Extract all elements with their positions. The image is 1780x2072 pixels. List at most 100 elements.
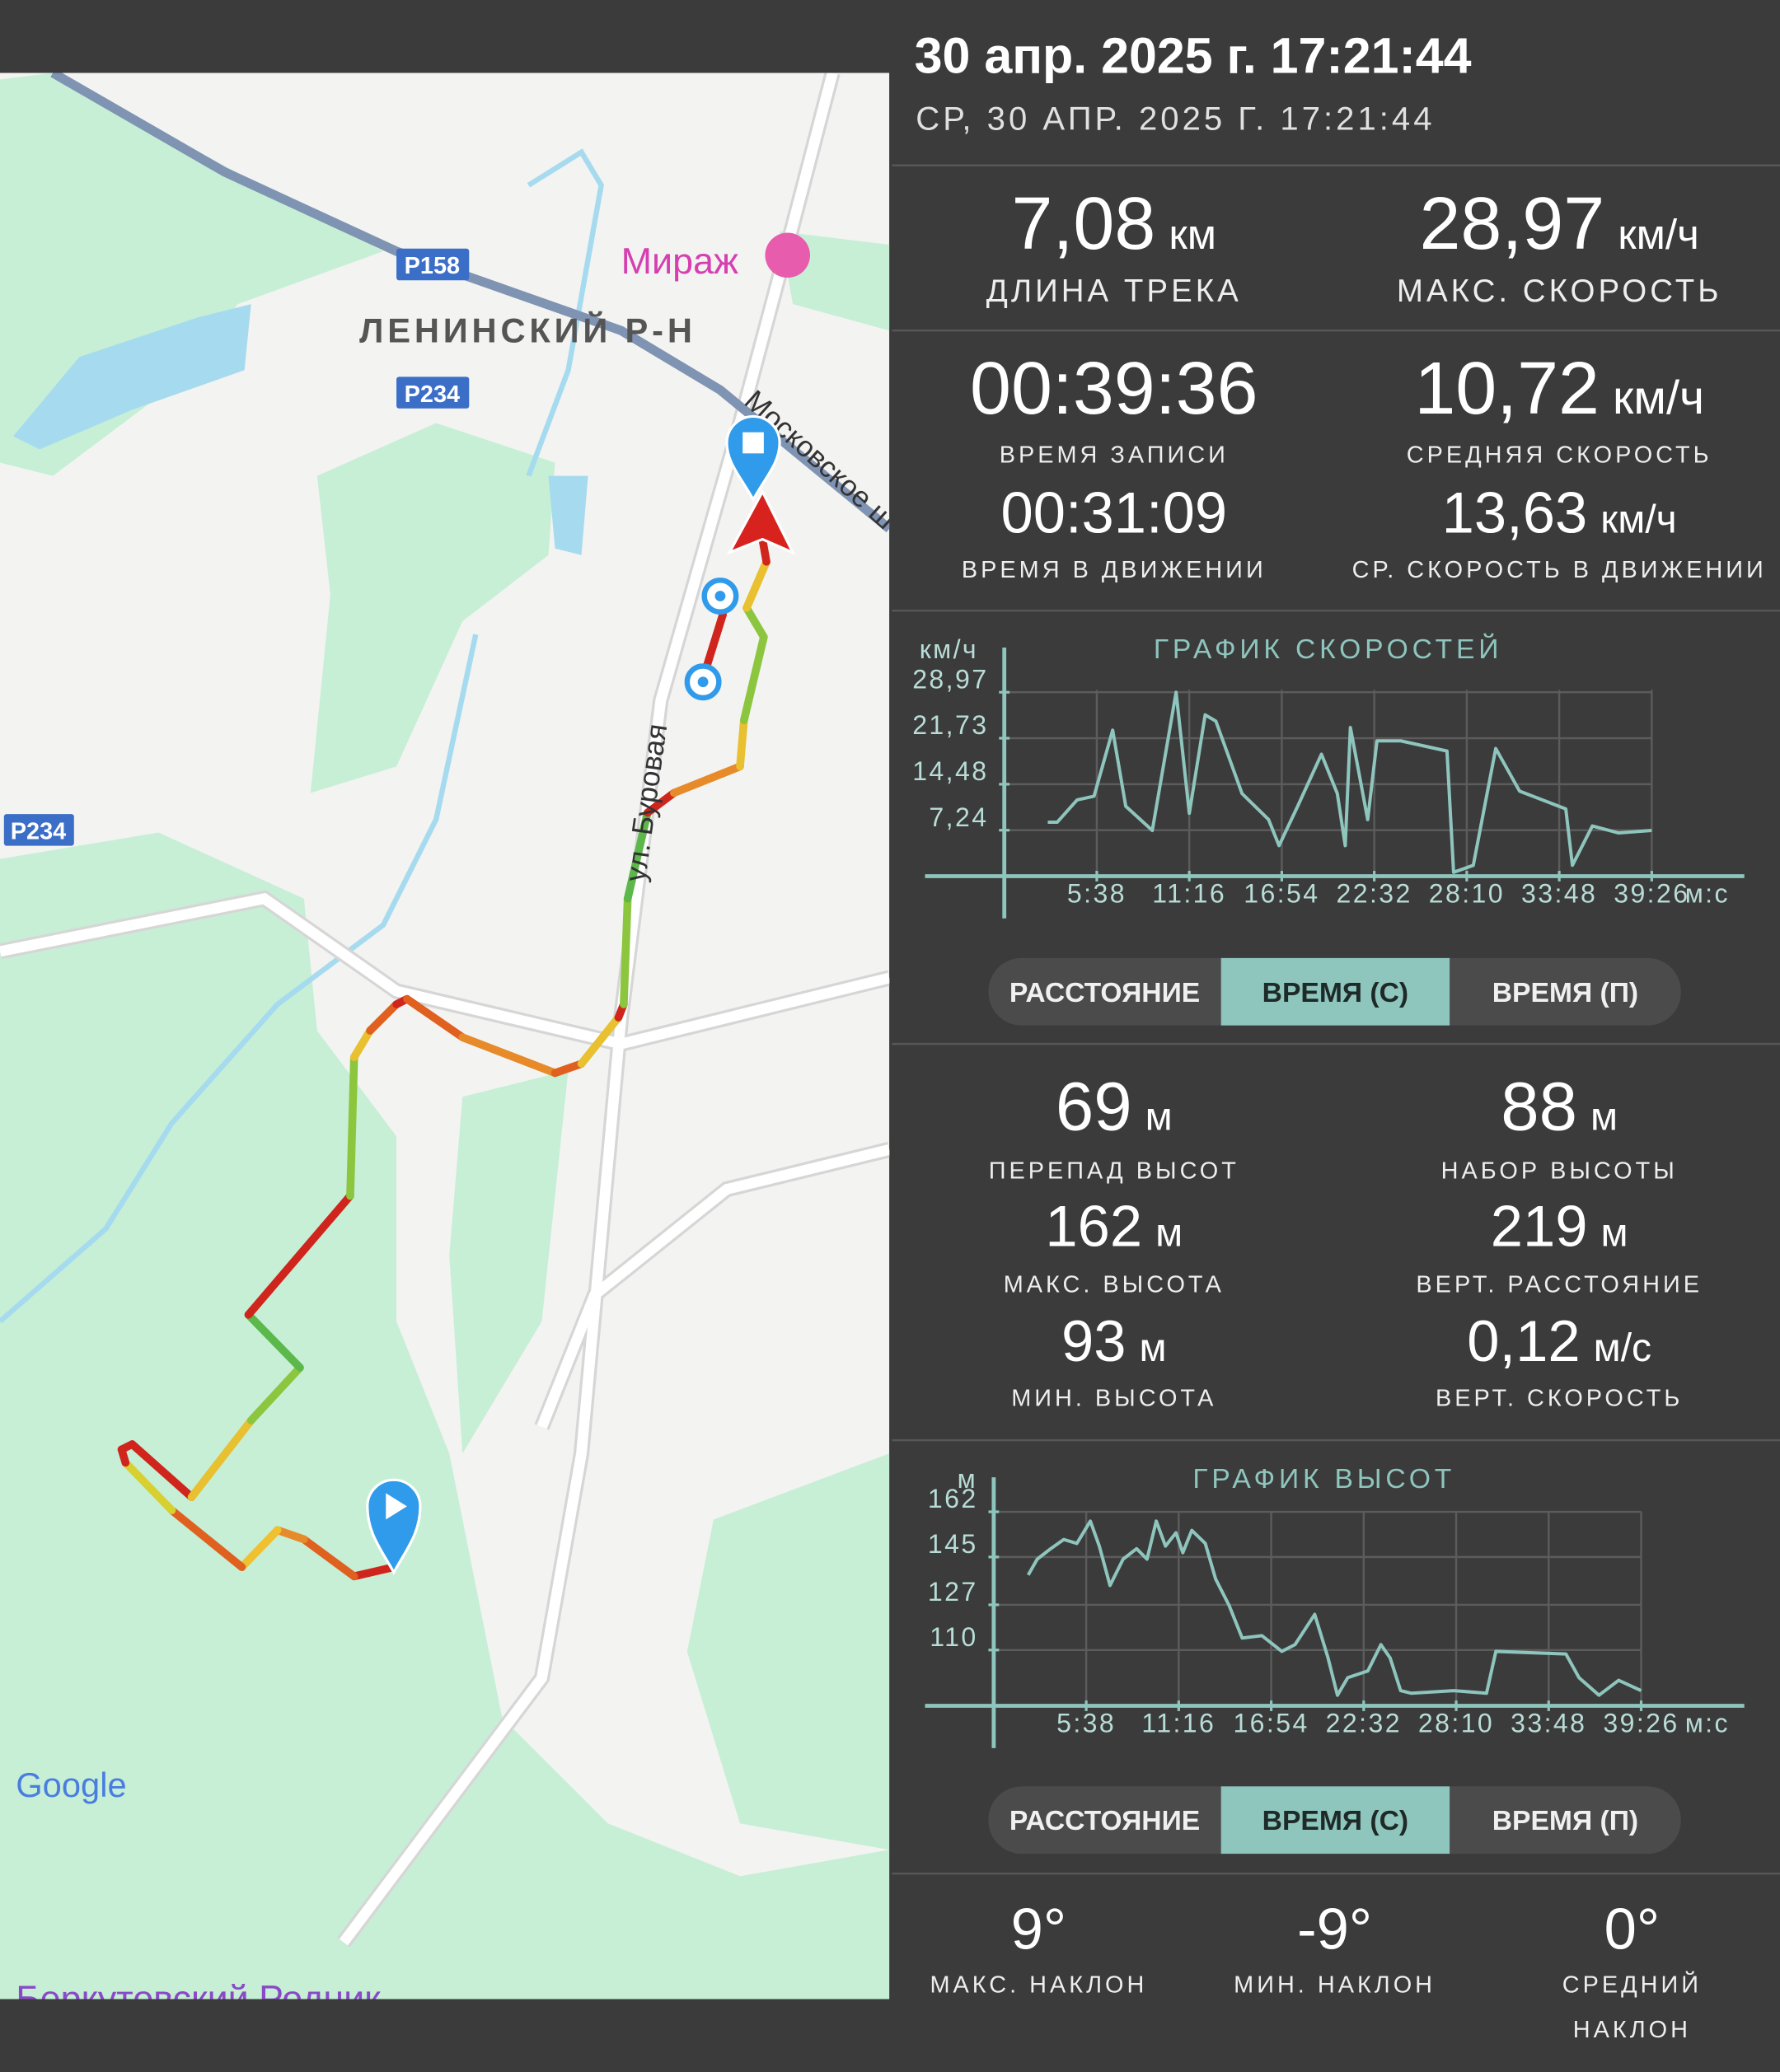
route-segment	[244, 1311, 304, 1372]
unit: км	[1169, 211, 1216, 258]
route-segment	[237, 1526, 282, 1571]
stat-label: ВЕРТ. СКОРОСТЬ	[1436, 1385, 1683, 1411]
route-segment	[244, 1191, 354, 1319]
y-axis-label: км/ч	[920, 634, 978, 664]
value: 10,72	[1414, 348, 1600, 430]
value: 219	[1491, 1193, 1588, 1258]
data-line	[1026, 1519, 1642, 1697]
y-tick-label: 145	[928, 1529, 978, 1559]
unit: км/ч	[1613, 372, 1704, 424]
x-tick-label: 5:38	[1056, 1709, 1116, 1738]
route-segment	[349, 1027, 374, 1061]
tab-selected	[1220, 1786, 1450, 1855]
stat-value: 7,08 км	[1012, 183, 1217, 265]
stat-label: ВРЕМЯ ЗАПИСИ	[1000, 442, 1229, 469]
stat-label: НАБОР ВЫСОТЫ	[1441, 1158, 1678, 1185]
tab[interactable]: ВРЕМЯ (С)	[1262, 1806, 1409, 1836]
tab[interactable]: ВРЕМЯ (П)	[1492, 978, 1638, 1008]
unit: км/ч	[1618, 211, 1699, 258]
x-tick-label: 33:48	[1521, 879, 1597, 909]
route-segment	[246, 1363, 304, 1424]
stat-value: 162 м	[1045, 1193, 1183, 1258]
route-segment	[550, 1059, 586, 1078]
y-tick-label: 127	[928, 1577, 978, 1607]
stat-value: 10,72 км/ч	[1414, 348, 1704, 430]
route-segment	[121, 1458, 176, 1514]
value: 28,97	[1419, 183, 1604, 265]
attribution: Google	[16, 1766, 126, 1804]
x-tick-label: 5:38	[1067, 879, 1127, 909]
chart-title: ГРАФИК СКОРОСТЕЙ	[1154, 634, 1502, 665]
value: 7,08	[1012, 183, 1156, 265]
value: 88	[1501, 1068, 1577, 1144]
route-segment	[458, 1033, 560, 1078]
poi-label: Мираж	[621, 240, 738, 282]
stat-value: 0,12 м/с	[1467, 1308, 1651, 1373]
stat-value: 69 м	[1056, 1068, 1173, 1144]
y-tick-label: 14,48	[912, 756, 988, 786]
stat-value: 93 м	[1061, 1308, 1167, 1373]
x-tick-label: 39:26	[1614, 879, 1689, 909]
unit: м/с	[1594, 1326, 1651, 1370]
y-tick-label: 7,24	[929, 802, 988, 832]
route-segment	[739, 633, 768, 725]
tab[interactable]: ВРЕМЯ (П)	[1492, 1806, 1638, 1836]
map[interactable]: Мираж ЛЕНИНСКИЙ Р-Н Р158 Р234 Р234 ул. Б…	[0, 72, 902, 2019]
stat-label: СРЕДНЯЯ СКОРОСТЬ	[1407, 442, 1712, 469]
stat-label: МИН. НАКЛОН	[1234, 1971, 1436, 1998]
y-tick-label: 110	[930, 1622, 977, 1652]
unit: км/ч	[1600, 498, 1677, 542]
tab[interactable]: ВРЕМЯ (С)	[1262, 978, 1409, 1008]
stat-label: МАКС. ВЫСОТА	[1004, 1272, 1225, 1298]
x-tick-label: 11:16	[1141, 1709, 1216, 1738]
route-segment	[187, 1416, 255, 1501]
stat-label: НАКЛОН	[1573, 2017, 1691, 2043]
title: 30 апр. 2025 г. 17:21:44	[915, 28, 1472, 84]
data-line	[1047, 690, 1652, 874]
route-segment	[273, 1526, 308, 1544]
road-shield: Р158	[405, 253, 460, 279]
route-segment	[620, 894, 632, 1008]
stat-value: 00:39:36	[970, 348, 1258, 430]
stat-label: ВРЕМЯ В ДВИЖЕНИИ	[962, 557, 1267, 583]
stat-label: МАКС. СКОРОСТЬ	[1397, 274, 1722, 309]
tab[interactable]: РАССТОЯНИЕ	[1009, 1806, 1200, 1836]
poi-icon	[765, 232, 810, 278]
stat-label: ВЕРТ. РАССТОЯНИЕ	[1416, 1272, 1703, 1298]
x-tick-label: 33:48	[1511, 1709, 1586, 1738]
route-segment	[623, 808, 652, 903]
route-segment	[366, 1000, 400, 1035]
unit: м	[1145, 1094, 1173, 1139]
route-segment	[300, 1535, 358, 1581]
route-segment	[742, 558, 771, 612]
route-segment	[577, 1013, 623, 1068]
value: 13,63	[1442, 480, 1588, 545]
value: 00:31:09	[1000, 480, 1227, 545]
road-shield: Р234	[405, 381, 460, 408]
x-tick-label: 16:54	[1244, 879, 1319, 909]
route-segment	[736, 716, 748, 771]
unit: м	[1590, 1094, 1618, 1139]
subtitle: СР, 30 АПР. 2025 Г. 17:21:44	[916, 101, 1435, 137]
route-segment	[670, 762, 744, 797]
route-segment	[346, 1053, 358, 1200]
route-segment	[403, 994, 467, 1041]
route-segment	[167, 1506, 246, 1571]
stat-label: ПЕРЕПАД ВЫСОТ	[989, 1158, 1239, 1185]
route-segment	[349, 1563, 398, 1581]
unit: м	[1155, 1210, 1183, 1255]
unit: м	[1601, 1210, 1628, 1255]
x-tick-label: 16:54	[1233, 1709, 1309, 1738]
tab[interactable]: РАССТОЯНИЕ	[1009, 978, 1200, 1008]
value: 93	[1061, 1308, 1126, 1373]
unit: м	[1140, 1326, 1167, 1370]
stat-label: СР. СКОРОСТЬ В ДВИЖЕНИИ	[1352, 557, 1767, 583]
route-segment	[742, 604, 768, 642]
stat-value: 28,97 км/ч	[1419, 183, 1698, 265]
y-axis-label: м	[958, 1464, 977, 1494]
value: 162	[1045, 1193, 1142, 1258]
route-segment	[128, 1440, 196, 1501]
route-segment	[643, 788, 678, 817]
